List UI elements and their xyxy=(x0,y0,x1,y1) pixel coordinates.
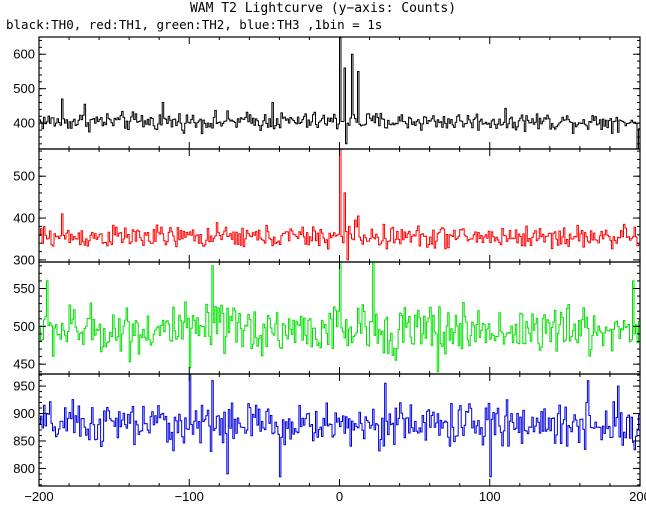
y-tick-label: 950 xyxy=(13,379,35,394)
y-tick-label: 600 xyxy=(13,47,35,62)
y-tick-label: 550 xyxy=(13,281,35,296)
y-tick-label: 500 xyxy=(13,81,35,96)
x-tick-label: 100 xyxy=(479,489,501,504)
y-tick-label: 300 xyxy=(13,252,35,267)
x-tick-label: 200 xyxy=(629,489,646,504)
y-tick-label: 800 xyxy=(13,461,35,476)
series-line-th3 xyxy=(39,373,641,478)
y-tick-label: 500 xyxy=(13,319,35,334)
chart-title: WAM T2 Lightcurve (y−axis: Counts) xyxy=(189,1,457,16)
y-tick-label: 450 xyxy=(13,357,35,372)
x-tick-label: −200 xyxy=(24,489,53,504)
y-tick-label: 900 xyxy=(13,406,35,421)
y-tick-label: 400 xyxy=(13,211,35,226)
x-tick-label: 0 xyxy=(336,489,343,504)
y-tick-label: 500 xyxy=(13,169,35,184)
x-tick-label: −100 xyxy=(175,489,204,504)
y-tick-label: 400 xyxy=(13,116,35,131)
series-line-th2 xyxy=(39,261,641,373)
series-line-th1 xyxy=(39,148,641,261)
chart-subtitle: black:TH0, red:TH1, green:TH2, blue:TH3 … xyxy=(6,17,383,32)
series-line-th0 xyxy=(39,37,641,150)
y-tick-label: 850 xyxy=(13,433,35,448)
